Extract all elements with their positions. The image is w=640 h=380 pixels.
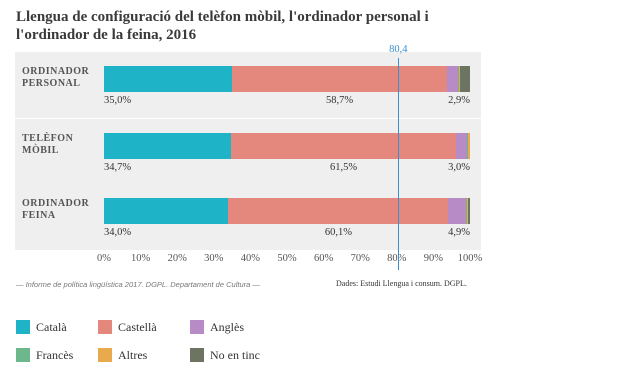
value-label: 3,0% — [448, 162, 470, 173]
x-tick-label: 40% — [240, 253, 261, 264]
value-label: 34,0% — [104, 227, 132, 238]
bar-segment — [468, 198, 470, 224]
bar-segment — [466, 198, 468, 224]
legend-label: Català — [36, 320, 67, 334]
bar-segment — [457, 66, 459, 92]
bar-segment — [104, 198, 229, 224]
legend-swatch — [16, 348, 30, 362]
value-label: 61,5% — [329, 162, 358, 173]
value-label: 58,7% — [325, 95, 354, 106]
category-label: TELÈFON MÒBIL — [22, 133, 74, 156]
category-label: ORDINADOR PERSONAL — [22, 66, 90, 89]
legend-swatch — [190, 348, 204, 362]
x-tick-label: 10% — [130, 253, 151, 264]
legend-label: Anglès — [210, 320, 244, 334]
bar-segment — [460, 66, 470, 92]
bar-segment — [467, 133, 468, 159]
legend-label: Francès — [36, 348, 74, 362]
x-tick-label: 20% — [167, 253, 187, 264]
bar-segment — [231, 133, 457, 159]
x-tick-label: 60% — [313, 253, 334, 264]
value-label: 35,0% — [104, 95, 132, 106]
bar-segment — [459, 66, 461, 92]
value-label: 34,7% — [104, 162, 132, 173]
x-tick-label: 50% — [277, 253, 297, 264]
chart-title: Llengua de configuració del telèfon mòbi… — [16, 9, 429, 43]
legend-label: Altres — [118, 348, 148, 362]
bar-segment — [104, 66, 233, 92]
bar-segment — [467, 198, 469, 224]
value-label: 4,9% — [448, 227, 470, 238]
bar-segment — [456, 133, 468, 159]
bar-segment — [228, 198, 449, 224]
legend-swatch — [98, 320, 112, 334]
bar-segment — [467, 133, 470, 159]
footnote: — Informe de política lingüística 2017. … — [16, 280, 260, 289]
legend-swatch — [190, 320, 204, 334]
x-tick-label: 100% — [457, 253, 483, 264]
bar-segment — [448, 198, 467, 224]
x-tick-label: 30% — [204, 253, 224, 264]
value-label: 2,9% — [448, 95, 470, 106]
reference-label: 80,4 — [389, 44, 408, 55]
legend-label: Castellà — [118, 320, 157, 334]
source: Dades: Estudi Llengua i consum. DGPL. — [336, 279, 467, 288]
x-tick-label: 80% — [387, 253, 407, 264]
legend-label: No en tinc — [210, 348, 260, 362]
reference-line — [398, 58, 400, 270]
legend-swatch — [16, 320, 30, 334]
bar-segment — [104, 133, 231, 159]
bar-segment — [446, 66, 458, 92]
value-label: 60,1% — [324, 227, 352, 238]
category-label: ORDINADOR FEINA — [22, 198, 90, 221]
x-tick-label: 0% — [97, 253, 111, 264]
legend-swatch — [98, 348, 112, 362]
x-tick-label: 90% — [423, 253, 444, 264]
bar-segment — [232, 66, 447, 92]
x-tick-label: 70% — [350, 253, 370, 264]
